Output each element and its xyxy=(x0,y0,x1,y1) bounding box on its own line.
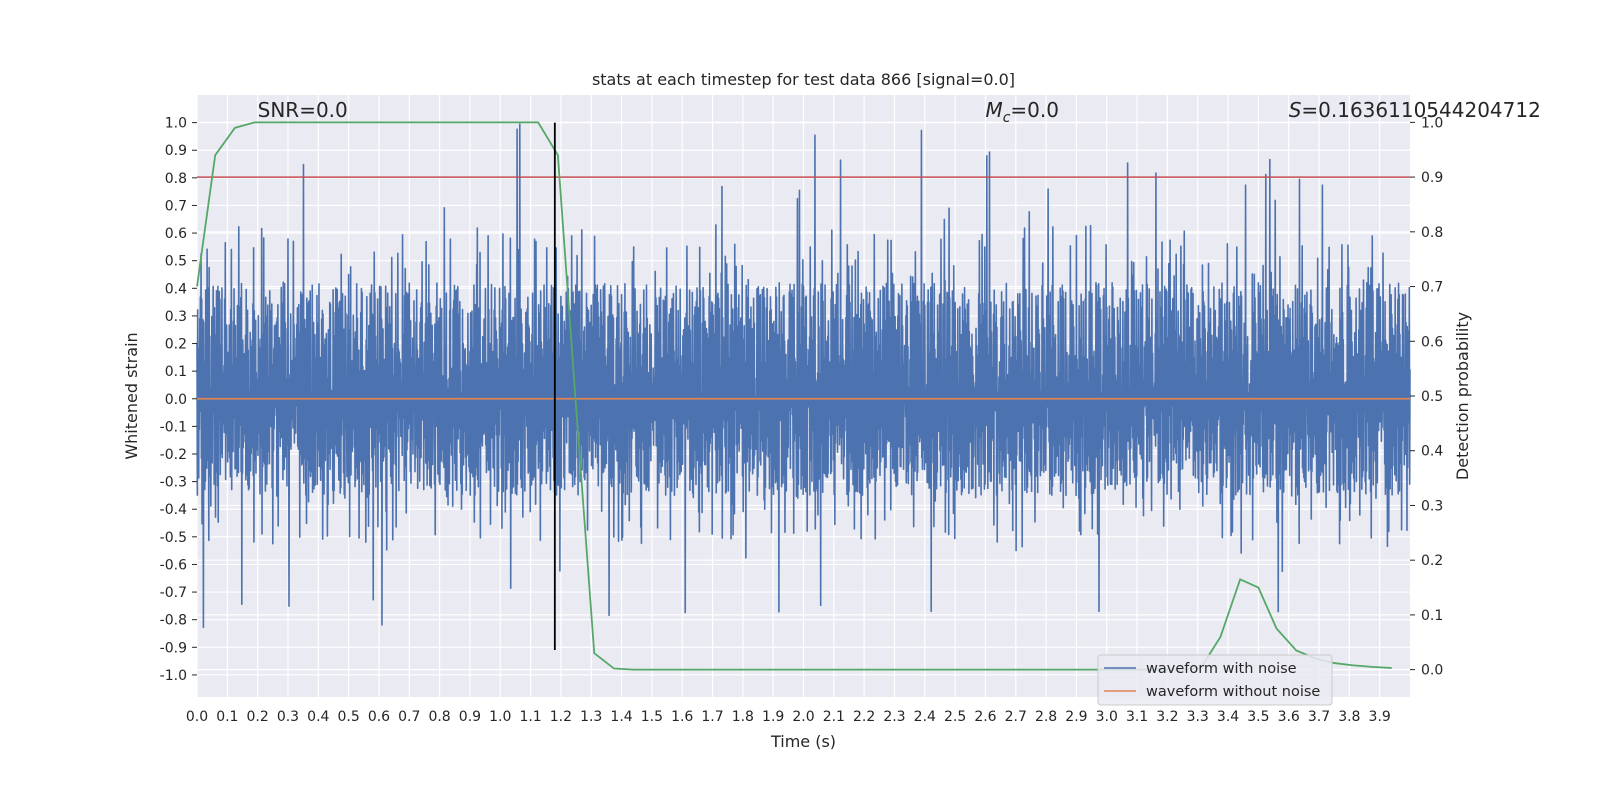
x-axis-label: Time (s) xyxy=(770,732,836,751)
annotation-snr-value: =0.0 xyxy=(299,98,348,122)
x-tick-label: 1.3 xyxy=(580,709,602,725)
chart-title: stats at each timestep for test data 866… xyxy=(592,70,1015,89)
x-tick-label: 2.0 xyxy=(792,709,814,725)
x-tick-label: 0.9 xyxy=(459,709,481,725)
y-tick-label: 0.2 xyxy=(165,337,187,353)
y-tick-label: 0.0 xyxy=(165,392,187,408)
y2-tick-label: 0.5 xyxy=(1421,389,1443,405)
y-tick-label: 0.4 xyxy=(165,281,187,297)
y-tick-label: 0.5 xyxy=(165,254,187,270)
x-tick-label: 2.6 xyxy=(974,709,996,725)
y-tick-label: 0.3 xyxy=(165,309,187,325)
x-tick-label: 2.9 xyxy=(1065,709,1087,725)
annotation-snr: SNR=0.0 xyxy=(258,98,348,122)
x-tick-label: 0.6 xyxy=(368,709,390,725)
x-tick-label: 3.7 xyxy=(1308,709,1330,725)
legend: waveform with noise waveform without noi… xyxy=(1097,654,1333,706)
y-tick-label: -0.3 xyxy=(160,475,187,491)
y2-axis-label: Detection probability xyxy=(1453,312,1472,480)
x-tick-label: 2.5 xyxy=(944,709,966,725)
x-tick-label: 0.1 xyxy=(216,709,238,725)
x-tick-label: 2.1 xyxy=(823,709,845,725)
y-axis-right: 1.0 0.9 0.8 0.7 0.6 0.5 0.4 0.3 0.2 0.1 0.0 xyxy=(1410,115,1443,679)
x-tick-label: 3.6 xyxy=(1278,709,1300,725)
y2-tick-label: 1.0 xyxy=(1421,115,1443,131)
x-tick-label: 0.0 xyxy=(186,709,208,725)
x-tick-label: 1.2 xyxy=(550,709,572,725)
y2-tick-label: 0.9 xyxy=(1421,170,1443,186)
x-tick-label: 3.5 xyxy=(1247,709,1269,725)
x-tick-label: 0.3 xyxy=(277,709,299,725)
legend-label-clean: waveform without noise xyxy=(1146,684,1320,700)
noise-waveform-line xyxy=(196,123,1411,629)
y2-tick-label: 0.1 xyxy=(1421,608,1443,624)
y-tick-label: -0.2 xyxy=(160,447,187,463)
y2-tick-label: 0.7 xyxy=(1421,280,1443,296)
x-tick-label: 3.8 xyxy=(1338,709,1360,725)
x-tick-label: 0.5 xyxy=(337,709,359,725)
x-tick-label: 2.4 xyxy=(914,709,936,725)
y-tick-label: 0.7 xyxy=(165,198,187,214)
y2-tick-label: 0.0 xyxy=(1421,663,1443,679)
legend-label-noise: waveform with noise xyxy=(1146,661,1297,677)
x-tick-label: 0.8 xyxy=(428,709,450,725)
annotation-snr-prefix: SNR xyxy=(258,98,300,122)
annotation-mc-subscript: c xyxy=(1003,110,1011,126)
y-tick-label: -0.6 xyxy=(160,557,187,573)
x-tick-label: 1.9 xyxy=(762,709,784,725)
y-tick-label: -0.9 xyxy=(160,640,187,656)
y-tick-label: -1.0 xyxy=(160,668,187,684)
x-tick-label: 0.7 xyxy=(398,709,420,725)
y-axis-left: 1.0 0.9 0.8 0.7 0.6 0.5 0.4 0.3 0.2 0.1 0.0 -0.1 -0.… xyxy=(160,116,197,684)
x-tick-label: 3.4 xyxy=(1217,709,1239,725)
x-tick-label: 2.2 xyxy=(853,709,875,725)
x-tick-label: 3.0 xyxy=(1096,709,1118,725)
y2-tick-label: 0.3 xyxy=(1421,498,1443,514)
y2-tick-label: 0.8 xyxy=(1421,225,1443,241)
x-axis: 0.0 0.1 0.2 0.3 0.4 0.5 0.6 0.7 0.8 0.9 1.0 1.1 1.2 1… xyxy=(186,709,1391,725)
y2-tick-label: 0.4 xyxy=(1421,444,1443,460)
annotation-s: S=0.1636110544204712 xyxy=(1289,98,1541,122)
x-tick-label: 1.6 xyxy=(671,709,693,725)
x-tick-label: 0.2 xyxy=(247,709,269,725)
x-tick-label: 2.3 xyxy=(883,709,905,725)
y-tick-label: 0.8 xyxy=(165,171,187,187)
y-tick-label: -0.5 xyxy=(160,530,187,546)
series-waveform-with-noise xyxy=(196,123,1411,629)
x-tick-label: 0.4 xyxy=(307,709,329,725)
y-tick-label: -0.1 xyxy=(160,419,187,435)
x-tick-label: 1.0 xyxy=(489,709,511,725)
x-tick-label: 3.2 xyxy=(1156,709,1178,725)
x-tick-label: 2.7 xyxy=(1005,709,1027,725)
annotation-mc-value: =0.0 xyxy=(1010,98,1059,122)
y-tick-label: 0.6 xyxy=(165,226,187,242)
y-tick-label: 1.0 xyxy=(165,116,187,132)
x-tick-label: 3.1 xyxy=(1126,709,1148,725)
y-tick-label: 0.9 xyxy=(165,143,187,159)
x-tick-label: 1.7 xyxy=(701,709,723,725)
x-tick-label: 1.5 xyxy=(641,709,663,725)
legend-box xyxy=(1097,654,1333,706)
annotation-s-value: =0.1636110544204712 xyxy=(1301,98,1540,122)
annotation-mc: Mc=0.0 xyxy=(985,98,1059,126)
annotation-s-symbol: S xyxy=(1289,98,1302,122)
x-tick-label: 1.1 xyxy=(519,709,541,725)
x-tick-label: 1.4 xyxy=(610,709,632,725)
x-tick-label: 3.3 xyxy=(1187,709,1209,725)
y2-tick-label: 0.6 xyxy=(1421,334,1443,350)
x-tick-label: 2.8 xyxy=(1035,709,1057,725)
annotation-mc-symbol: M xyxy=(985,98,1002,122)
y2-tick-label: 0.2 xyxy=(1421,553,1443,569)
y-tick-label: 0.1 xyxy=(165,364,187,380)
x-tick-label: 1.8 xyxy=(732,709,754,725)
y-tick-label: -0.8 xyxy=(160,613,187,629)
y-tick-label: -0.7 xyxy=(160,585,187,601)
y-axis-label: Whitened strain xyxy=(122,332,141,459)
x-tick-label: 3.9 xyxy=(1369,709,1391,725)
y-tick-label: -0.4 xyxy=(160,502,187,518)
